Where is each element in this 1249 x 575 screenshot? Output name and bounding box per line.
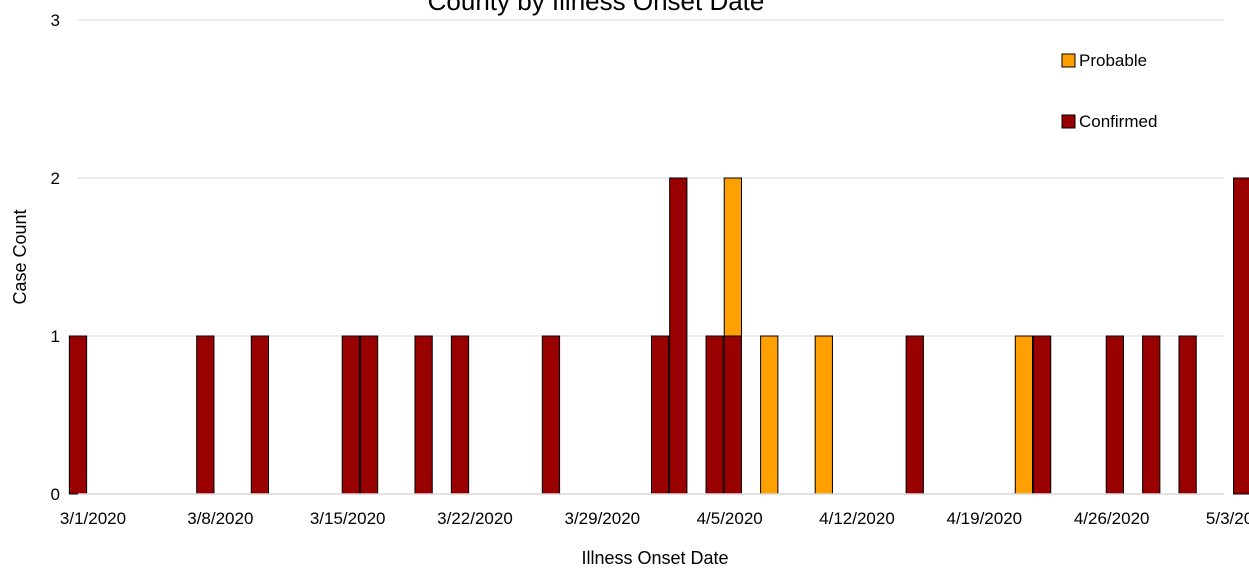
y-axis-title: Case Count [10, 209, 30, 304]
legend-label-probable: Probable [1079, 51, 1147, 70]
x-tick-labels: 3/1/2020 3/8/2020 3/15/2020 3/22/2020 3/29/2… [60, 509, 1249, 528]
bar-confirmed [541, 335, 561, 495]
x-tick-label: 4/19/2020 [947, 509, 1023, 528]
y-tick-label: 3 [51, 11, 60, 30]
chart-title: County by Illness Onset Date [428, 0, 765, 16]
y-tick-label: 1 [51, 327, 60, 346]
x-tick-label: 4/12/2020 [819, 509, 895, 528]
legend-label-confirmed: Confirmed [1079, 112, 1157, 131]
bar-probable [814, 335, 833, 495]
x-tick-label: 3/15/2020 [310, 509, 386, 528]
bar-confirmed [414, 335, 433, 495]
bar-confirmed [1233, 177, 1249, 495]
bar-confirmed [705, 335, 724, 495]
bar-confirmed [341, 335, 360, 495]
x-tick-label: 3/22/2020 [437, 509, 513, 528]
x-tick-label: 3/8/2020 [187, 509, 253, 528]
x-tick-label: 3/29/2020 [565, 509, 641, 528]
x-tick-label: 5/3/2020 [1206, 509, 1249, 528]
y-tick-label: 0 [51, 485, 60, 504]
y-tick-labels: 0 1 2 3 [51, 11, 60, 504]
legend-swatch-confirmed [1061, 114, 1076, 129]
bars [68, 177, 1249, 495]
bar-confirmed [723, 335, 742, 495]
legend: Probable Confirmed [1061, 51, 1157, 131]
y-tick-label: 2 [51, 169, 60, 188]
legend-swatch-probable [1061, 53, 1076, 68]
bar-probable [760, 335, 779, 495]
bar-confirmed [250, 335, 270, 495]
bar-confirmed [1032, 335, 1052, 495]
bar-confirmed [68, 335, 88, 495]
bar-confirmed [1178, 335, 1197, 495]
bar-confirmed [450, 335, 470, 495]
bar-probable [723, 177, 742, 337]
bar-confirmed [669, 177, 688, 495]
x-tick-label: 4/5/2020 [697, 509, 763, 528]
x-tick-label: 4/26/2020 [1074, 509, 1150, 528]
bar-confirmed [196, 335, 215, 495]
bar-confirmed [905, 335, 924, 495]
bar-confirmed [1105, 335, 1124, 495]
bar-confirmed [1142, 335, 1161, 495]
bar-confirmed [650, 335, 670, 495]
x-tick-label: 3/1/2020 [60, 509, 126, 528]
gridlines [78, 19, 1224, 337]
bar-probable [1014, 335, 1034, 495]
x-axis-title: Illness Onset Date [581, 548, 728, 568]
bar-confirmed [359, 335, 379, 495]
